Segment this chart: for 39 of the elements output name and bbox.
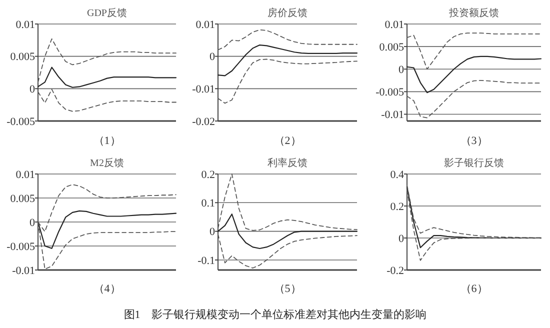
y-tick-label: -0.01: [12, 264, 35, 277]
y-tick-label: -0.1: [198, 254, 215, 267]
x-axis-title: （1）: [93, 135, 121, 147]
y-tick-label: 0.005: [10, 192, 36, 205]
x-axis-title: （2）: [274, 135, 302, 147]
chart-title: 房价反馈: [268, 7, 308, 19]
y-tick-label: -0.01: [192, 84, 215, 96]
y-tick-label: 0.01: [384, 18, 404, 31]
y-tick-label: -0.005: [376, 86, 404, 99]
x-axis-title: （4）: [93, 283, 121, 295]
chart-title: 利率反馈: [268, 157, 308, 169]
y-tick-label: 0: [398, 232, 404, 245]
caption: 图1 影子银行规模变动一个单位标准差对其他内生变量的影响: [124, 308, 426, 321]
y-tick-label: 0: [30, 216, 36, 229]
y-tick-label: -0.2: [386, 264, 404, 277]
chart-title: 影子银行反馈: [444, 157, 504, 169]
y-tick-label: 0: [210, 226, 216, 238]
y-tick-label: 0.2: [201, 168, 215, 181]
y-tick-label: -0.005: [6, 240, 36, 253]
y-tick-label: -0.005: [6, 116, 36, 128]
y-tick-label: -0.02: [192, 116, 215, 128]
y-tick-label: 0.4: [390, 168, 404, 181]
y-tick-label: 0.005: [379, 41, 404, 54]
y-tick-label: 0: [398, 64, 404, 76]
chart-title: 投资额反馈: [448, 7, 499, 19]
chart-title: GDP反馈: [86, 7, 128, 19]
y-tick-label: 0.1: [201, 198, 215, 210]
y-tick-label: 0.01: [196, 18, 215, 31]
y-tick-label: 0.01: [16, 18, 35, 31]
y-tick-label: 0: [30, 84, 36, 96]
chart-title: M2反馈: [90, 157, 124, 169]
y-tick-label: 0: [210, 51, 216, 64]
y-tick-label: 0.005: [10, 51, 36, 64]
y-tick-label: 0.2: [390, 200, 404, 213]
y-tick-label: -0.01: [381, 109, 404, 122]
x-axis-title: （5）: [274, 283, 302, 295]
y-tick-label: 0.01: [16, 168, 35, 181]
x-axis-title: （6）: [460, 283, 488, 295]
x-axis-title: （3）: [460, 135, 488, 147]
